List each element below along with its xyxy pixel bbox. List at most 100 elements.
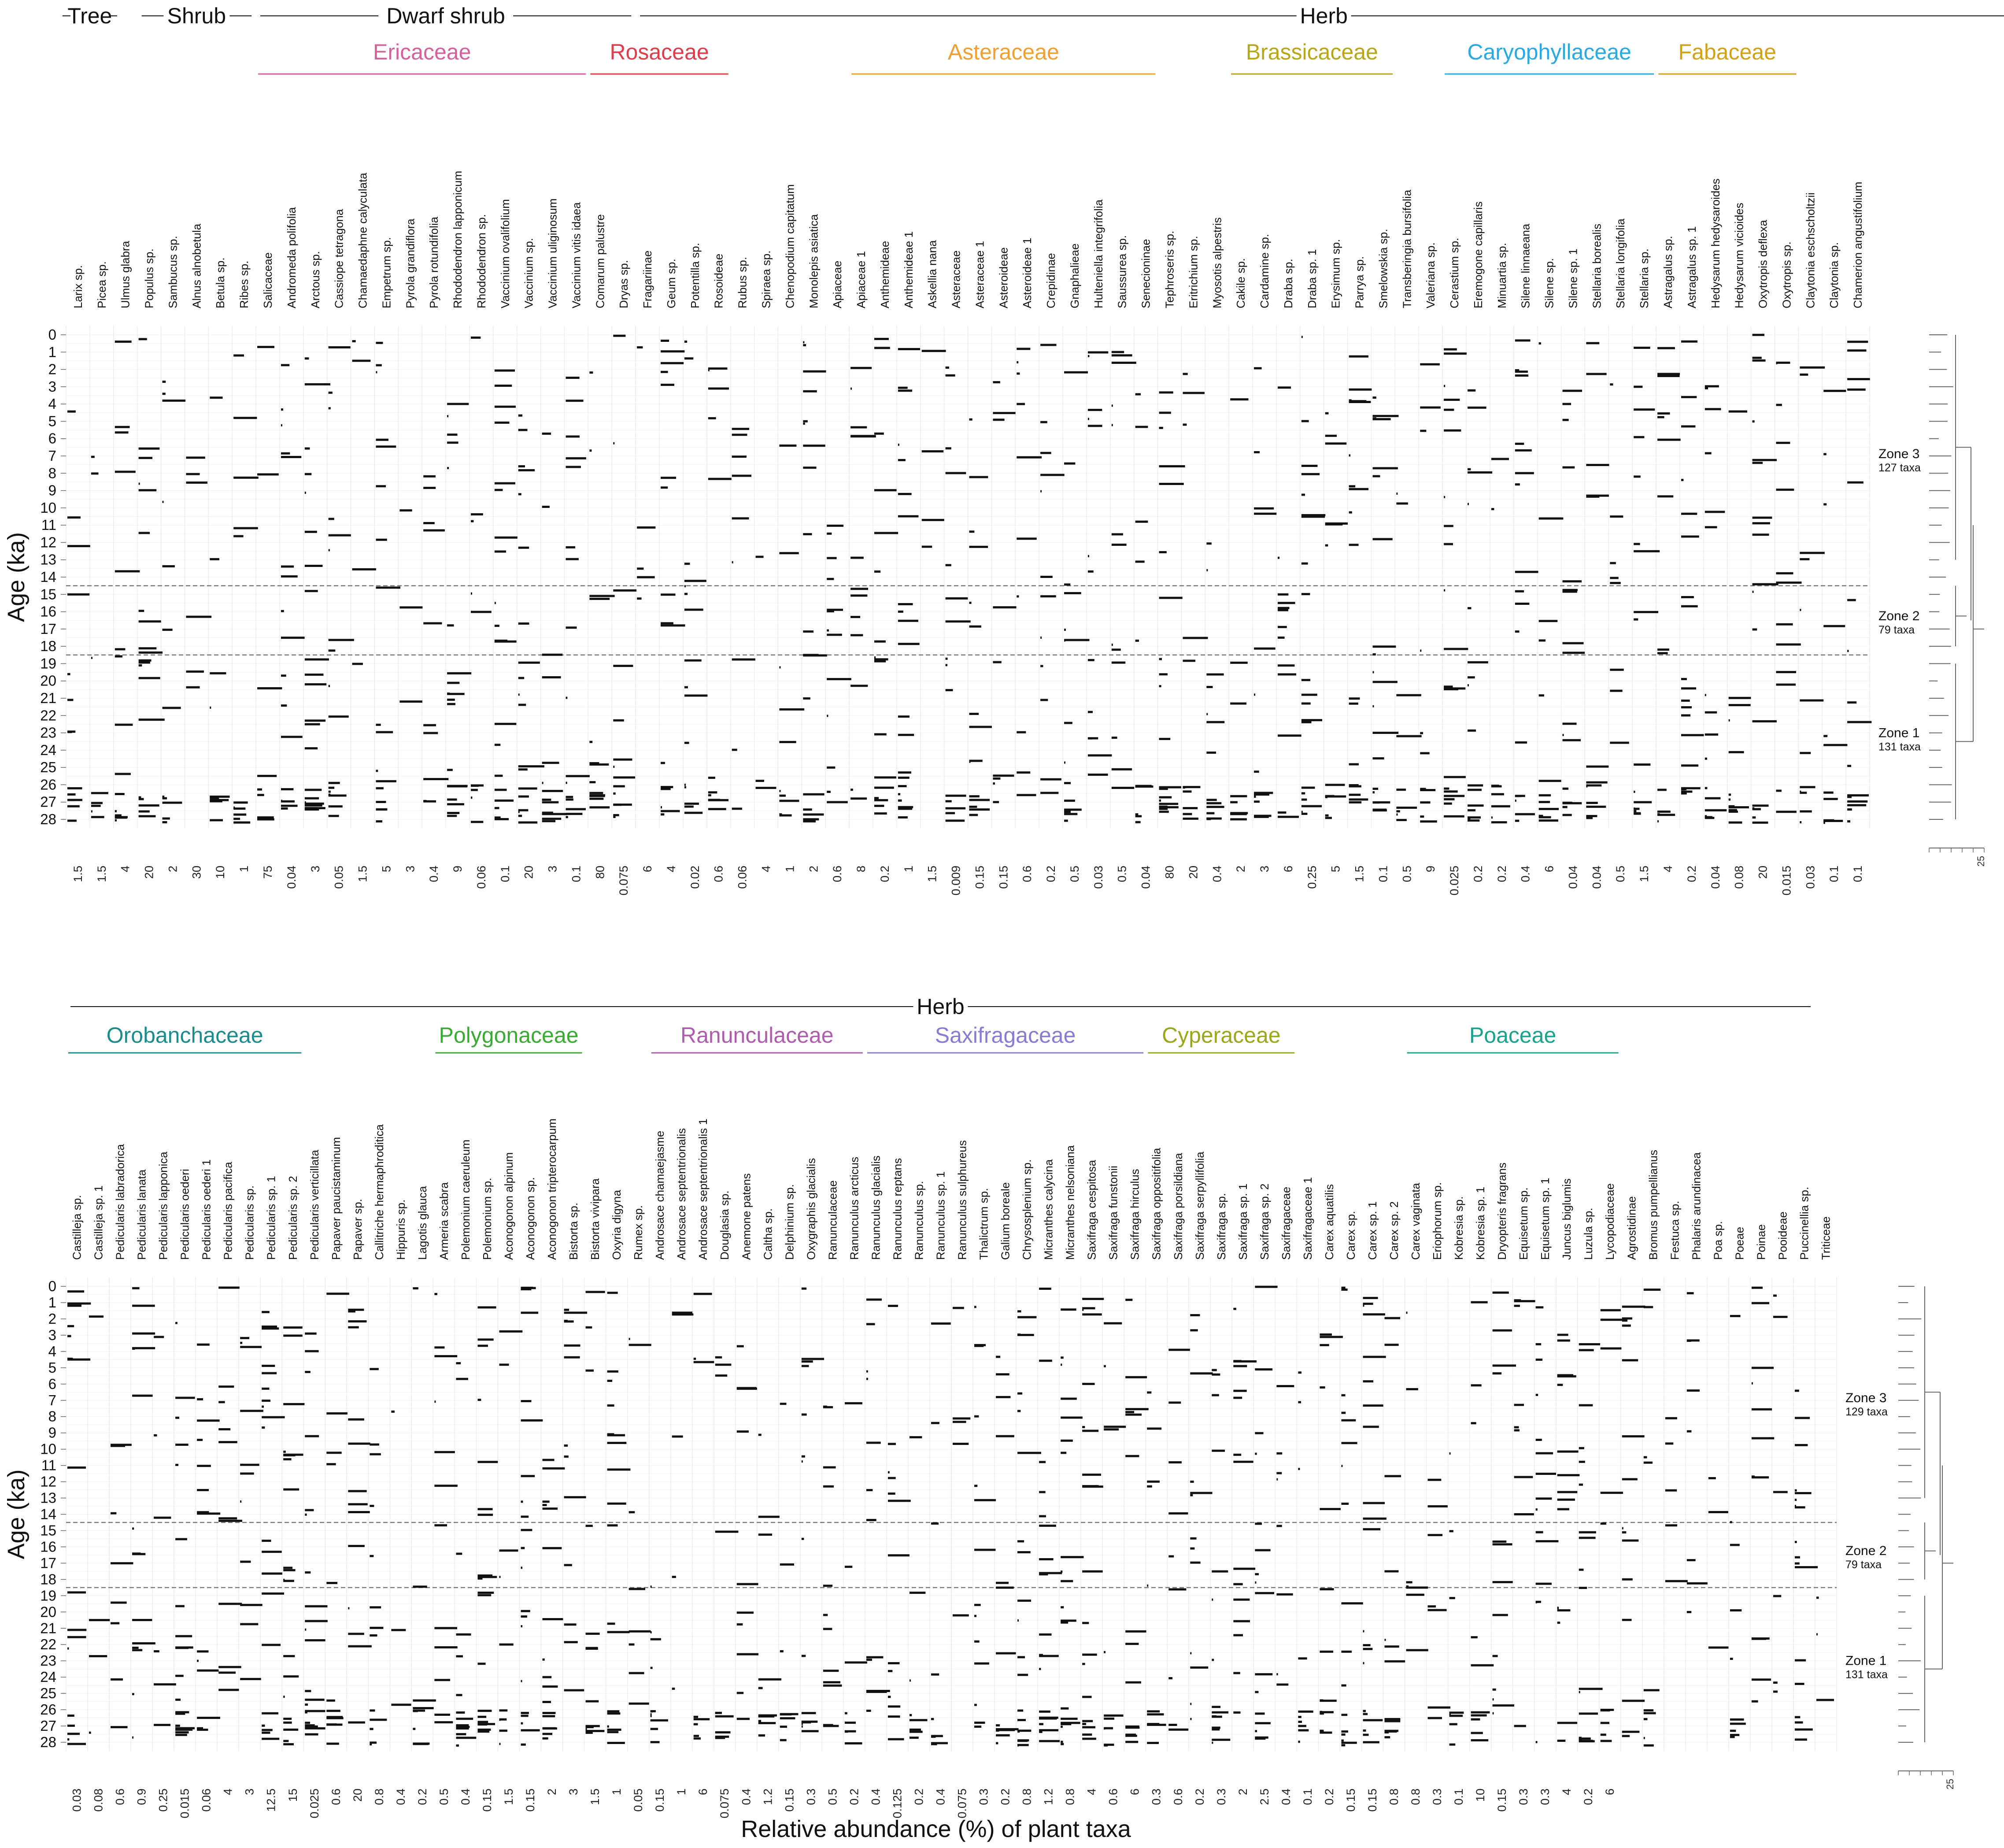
abundance-mark [89,1731,91,1734]
abundance-mark [1320,1508,1341,1511]
abundance-mark [162,393,166,395]
abundance-mark [1017,1310,1021,1313]
abundance-mark [1040,421,1047,423]
taxon-abundance-series [304,357,330,811]
abundance-scale-label: 0.6 [114,1789,127,1805]
abundance-mark [607,1292,618,1294]
abundance-mark [1538,794,1551,796]
taxon-label: Oxyria digyna [610,1190,623,1260]
abundance-scale-label: 2 [545,1789,558,1795]
abundance-mark [138,661,150,664]
abundance-mark [376,723,381,726]
taxon-label: Aconogonon alpinum [502,1152,515,1260]
abundance-mark [1230,812,1248,815]
abundance-mark [494,482,515,485]
abundance-mark [803,793,825,796]
abundance-mark [607,1710,620,1713]
abundance-scale-label: 0.15 [653,1789,666,1812]
abundance-mark [607,1524,618,1527]
abundance-mark [1800,752,1811,754]
abundance-mark [1341,1733,1346,1736]
abundance-mark [708,777,715,779]
abundance-mark [328,407,331,410]
abundance-mark [521,1610,530,1612]
abundance-mark [283,1675,299,1678]
abundance-mark [326,1699,335,1702]
abundance-scale-label: 0.8 [373,1789,386,1805]
abundance-mark [1776,643,1801,646]
abundance-mark [1557,1607,1559,1610]
abundance-mark [494,744,501,746]
taxon-label: Asteraceae [950,250,963,308]
taxon-abundance-series [197,1343,221,1731]
taxon-label: Saxifragaceae 1 [1301,1177,1314,1260]
abundance-mark [844,1661,867,1664]
abundance-mark [1665,1417,1677,1419]
abundance-mark [240,1500,242,1503]
abundance-scale-label: 8 [854,866,868,872]
abundance-mark [736,1623,743,1626]
abundance-mark [262,1326,277,1328]
abundance-mark [1751,1475,1755,1478]
abundance-mark [1017,1333,1021,1336]
abundance-mark [844,1730,856,1733]
abundance-mark [564,1623,577,1626]
abundance-mark [1557,1374,1574,1377]
abundance-mark [661,786,673,789]
abundance-mark [470,611,492,613]
abundance-mark [1325,434,1337,437]
abundance-mark [1039,1710,1050,1713]
abundance-scale-label: 0.06 [736,866,749,889]
abundance-mark [1384,1639,1386,1641]
abundance-mark [850,426,867,429]
abundance-mark [1681,788,1687,790]
abundance-scale-label: 0.5 [826,1789,839,1805]
taxon-label: Oxytropis sp. [1780,241,1793,308]
abundance-mark [542,1727,557,1730]
abundance-mark [823,1725,839,1727]
age-tick-label: 5 [48,1359,56,1376]
abundance-mark [684,357,694,360]
abundance-mark [477,1715,487,1718]
abundance-mark [305,1698,325,1701]
abundance-mark [348,1544,365,1547]
taxon-abundance-series [1427,1478,1451,1719]
abundance-mark [1017,1619,1019,1622]
taxon-label: Ranunculus arcticus [847,1157,861,1260]
abundance-mark [111,1444,126,1447]
abundance-mark [629,1702,649,1705]
abundance-mark [684,694,708,697]
abundance-mark [974,1615,977,1617]
abundance-mark [328,794,347,797]
abundance-mark [305,1605,328,1607]
abundance-mark [477,1399,481,1401]
abundance-mark [1406,1388,1418,1390]
abundance-mark [1681,396,1697,398]
abundance-mark [262,1729,273,1731]
abundance-mark [1471,1636,1478,1639]
abundance-mark [1061,1722,1080,1724]
abundance-mark [613,814,619,816]
abundance-mark [693,1737,701,1740]
abundance-mark [1420,815,1424,818]
abundance-mark [138,447,160,450]
abundance-mark [1276,1593,1293,1596]
abundance-mark [945,800,952,803]
abundance-mark [1579,1737,1591,1740]
abundance-mark [1039,1655,1059,1657]
abundance-mark [566,435,580,438]
age-tick-label: 16 [40,604,56,620]
abundance-mark [1341,1714,1348,1716]
taxon-label: Saxifraga sp. 2 [1258,1184,1271,1260]
abundance-mark [328,518,334,520]
abundance-mark [542,1467,565,1470]
abundance-mark [1708,1646,1729,1649]
abundance-mark [233,417,257,419]
abundance-mark [1277,636,1285,639]
abundance-mark [456,1733,466,1736]
abundance-mark [494,818,509,820]
abundance-mark [1776,489,1794,491]
abundance-mark [1277,664,1295,667]
abundance-mark [661,788,671,790]
abundance-mark [1277,811,1287,814]
